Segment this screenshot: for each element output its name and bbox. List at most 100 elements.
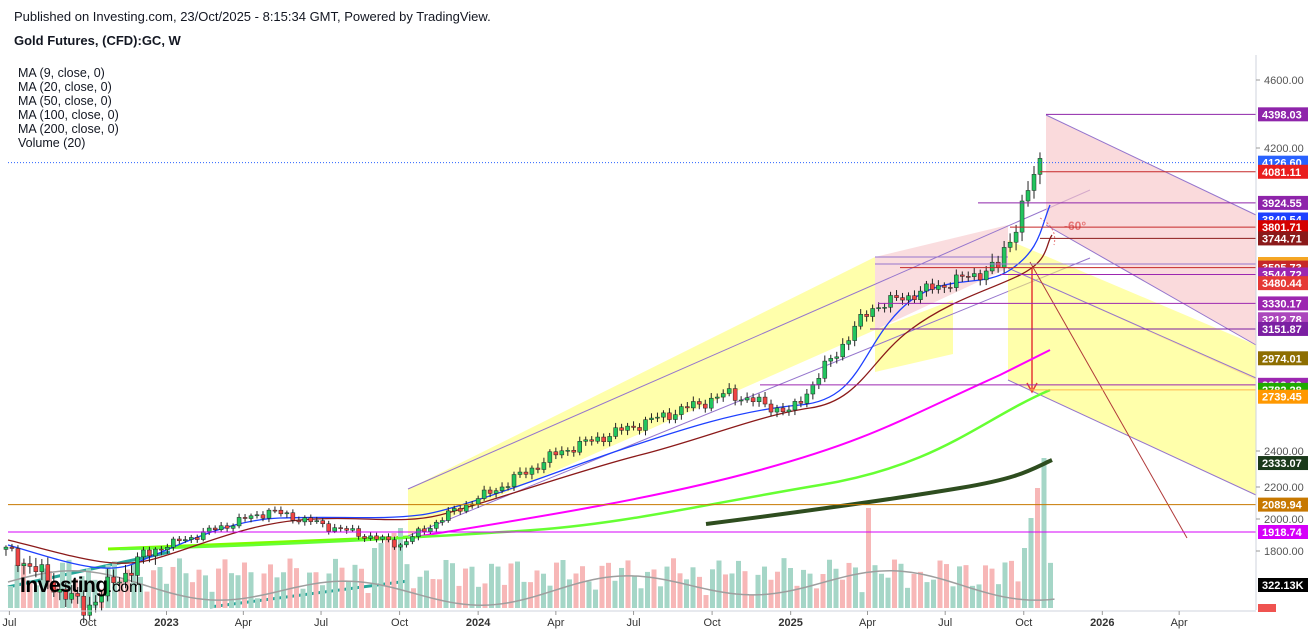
volume-bar: [788, 568, 793, 608]
volume-bar: [417, 576, 423, 608]
price-label-text: 3330.17: [1262, 298, 1302, 310]
volume-bar: [599, 565, 605, 608]
candle-body: [661, 412, 666, 418]
candle: [924, 280, 929, 297]
candle-body: [667, 412, 672, 420]
volume-bar: [781, 558, 787, 608]
volume-bar: [710, 569, 715, 608]
candle-body: [756, 396, 762, 402]
candle-body: [882, 307, 887, 309]
candle: [822, 355, 828, 383]
volume-bar: [547, 585, 553, 608]
candle: [804, 388, 810, 408]
candle: [643, 416, 648, 436]
candle-body: [649, 417, 654, 420]
volume-bar: [729, 573, 735, 608]
candle: [93, 595, 98, 613]
volume-bar: [261, 573, 267, 608]
candle-body: [655, 416, 660, 419]
candle: [583, 436, 588, 446]
candle: [918, 286, 923, 305]
candle-body: [720, 393, 726, 398]
candle-body: [9, 546, 15, 549]
candle-body: [798, 401, 804, 404]
candle-body: [302, 517, 308, 523]
volume-bar: [521, 581, 527, 608]
x-tick-label: Jul: [314, 617, 328, 629]
volume-bar: [794, 585, 800, 608]
volume-bar: [144, 591, 150, 608]
volume-bar: [40, 568, 46, 608]
candle: [685, 402, 690, 413]
candle-body: [625, 425, 630, 431]
volume-bar: [450, 563, 455, 608]
candle-body: [846, 340, 851, 345]
candle: [547, 449, 553, 468]
candle: [308, 514, 314, 525]
volume-bar: [151, 570, 156, 608]
volume-bar: [827, 559, 832, 608]
candle-body: [565, 450, 571, 452]
indicator-item: MA (50, close, 0): [18, 94, 112, 108]
volume-bar: [86, 568, 91, 608]
candle-body: [463, 504, 469, 512]
candle-body: [332, 527, 337, 532]
candle: [1013, 224, 1019, 251]
volume-bar: [534, 570, 540, 608]
candle-body: [1025, 190, 1031, 202]
candle-body: [732, 388, 738, 401]
candle: [691, 396, 696, 412]
indicator-item: MA (100, close, 0): [18, 108, 119, 122]
candle: [171, 536, 176, 551]
drawings-layer: -60°: [7, 114, 1257, 609]
candle-body: [350, 528, 355, 531]
candle: [21, 558, 27, 575]
candle-body: [948, 287, 953, 289]
volume-bar: [229, 573, 234, 608]
price-label-bg: [1258, 220, 1308, 235]
candle-body: [864, 314, 869, 317]
price-label: 2739.45: [1258, 389, 1308, 404]
candle-body: [679, 406, 684, 415]
volume-bar: [430, 579, 436, 608]
candle: [511, 471, 517, 491]
candle: [816, 373, 822, 390]
yellow-channel-fill: [408, 257, 875, 536]
candle: [541, 457, 547, 474]
candle-body: [21, 563, 27, 567]
ma-9-line: [7, 204, 1051, 569]
candle-body: [290, 512, 296, 521]
candle: [966, 271, 971, 282]
candle-body: [499, 486, 505, 491]
candle: [708, 393, 714, 412]
candle-body: [236, 517, 242, 527]
candle: [858, 309, 863, 330]
candle-body: [212, 527, 218, 530]
candle-body: [27, 563, 33, 567]
volume-bar: [560, 560, 566, 608]
candle-body: [129, 572, 134, 576]
volume-bar: [411, 588, 416, 608]
candle-body: [1007, 241, 1013, 248]
candle-body: [475, 498, 481, 505]
candle: [679, 403, 684, 420]
price-label-bg: [1258, 296, 1308, 311]
candle-body: [583, 439, 588, 442]
candle: [613, 422, 618, 440]
candle-body: [900, 297, 905, 301]
candle: [499, 482, 505, 494]
candle-body: [876, 307, 881, 309]
candle: [1031, 166, 1037, 199]
price-label-bg: [1258, 321, 1308, 336]
x-tick-label: Oct: [1015, 617, 1032, 629]
volume-bar: [541, 573, 546, 608]
candle-body: [398, 544, 403, 548]
candle-body: [434, 521, 439, 529]
fan-mid2-line: [1007, 267, 1257, 379]
candle: [296, 516, 302, 525]
volume-bar: [300, 588, 306, 608]
volume-bar: [222, 559, 228, 608]
candle: [75, 587, 80, 604]
candle: [768, 399, 774, 417]
